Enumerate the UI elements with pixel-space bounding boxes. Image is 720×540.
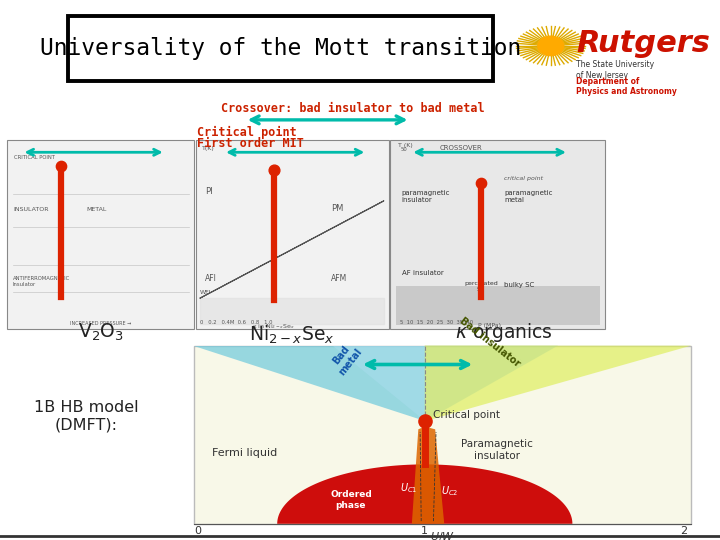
Polygon shape <box>194 346 425 421</box>
Bar <box>396 286 600 325</box>
Bar <box>194 346 691 524</box>
Text: P (MPa): P (MPa) <box>478 323 501 328</box>
Point <box>268 166 279 174</box>
Polygon shape <box>333 346 425 421</box>
Text: 0: 0 <box>194 525 202 536</box>
Text: paramagnetic
insulator: paramagnetic insulator <box>402 191 450 204</box>
Text: V$_2$O$_3$: V$_2$O$_3$ <box>78 321 124 343</box>
Text: CROSSOVER: CROSSOVER <box>439 145 482 151</box>
Text: AF insulator: AF insulator <box>402 271 444 276</box>
Point <box>419 417 431 426</box>
Bar <box>196 140 389 329</box>
Text: 1: 1 <box>421 525 428 536</box>
Text: 0   0.2   0.4M  0.6   0.8   1.0: 0 0.2 0.4M 0.6 0.8 1.0 <box>200 320 273 325</box>
Text: Ordered
phase: Ordered phase <box>330 490 372 510</box>
Text: Department of
Physics and Astronomy: Department of Physics and Astronomy <box>576 77 677 96</box>
Text: 1B HB model
(DMFT):: 1B HB model (DMFT): <box>34 400 139 432</box>
Polygon shape <box>198 464 688 524</box>
Text: 5  10  15  20  25  30  35  40: 5 10 15 20 25 30 35 40 <box>400 320 473 325</box>
Circle shape <box>538 36 564 56</box>
Text: Critical point: Critical point <box>433 410 500 421</box>
Text: $\kappa$ organics: $\kappa$ organics <box>455 321 553 343</box>
Text: CRITICAL POINT: CRITICAL POINT <box>14 155 55 160</box>
Text: Universality of the Mott transition: Universality of the Mott transition <box>40 37 521 60</box>
Bar <box>390 140 605 329</box>
Text: Rutgers: Rutgers <box>576 29 710 58</box>
Text: Bad
metal: Bad metal <box>328 339 364 377</box>
Text: WFI: WFI <box>200 291 212 295</box>
Text: Paramagnetic
insulator: Paramagnetic insulator <box>461 440 533 461</box>
Point <box>475 178 487 187</box>
Text: $U_{C2}$: $U_{C2}$ <box>441 484 459 498</box>
Polygon shape <box>425 346 558 421</box>
Text: AFI: AFI <box>205 274 217 283</box>
Text: critical point: critical point <box>504 176 543 181</box>
Text: ANTIFERROMAGNETIC
Insulator: ANTIFERROMAGNETIC Insulator <box>13 276 71 287</box>
Text: 2: 2 <box>680 525 688 536</box>
FancyBboxPatch shape <box>68 16 493 81</box>
Text: INSULATOR: INSULATOR <box>13 207 48 212</box>
Polygon shape <box>412 427 444 524</box>
Text: 50: 50 <box>400 147 407 152</box>
Point <box>55 162 67 171</box>
Text: INCREASED PRESSURE →: INCREASED PRESSURE → <box>70 321 132 326</box>
Text: Ni$_{2-x}$Se$_x$: Ni$_{2-x}$Se$_x$ <box>249 323 336 346</box>
Text: paramagnetic
metal: paramagnetic metal <box>504 191 552 204</box>
Text: Crossover: bad insulator to bad metal: Crossover: bad insulator to bad metal <box>221 102 485 114</box>
Text: x in Ni$_{2-x}$Se$_x$: x in Ni$_{2-x}$Se$_x$ <box>252 322 295 330</box>
Text: Fermi liquid: Fermi liquid <box>212 448 277 458</box>
Text: METAL: METAL <box>86 207 107 212</box>
Text: bulky SC: bulky SC <box>504 282 534 288</box>
Text: First order MIT: First order MIT <box>197 137 304 150</box>
Text: AFM: AFM <box>331 274 348 283</box>
Text: percolated
SC: percolated SC <box>464 281 498 292</box>
Text: Bad insulator: Bad insulator <box>457 316 522 369</box>
Polygon shape <box>425 346 691 421</box>
Text: PI: PI <box>205 187 213 197</box>
Text: $U_{C1}$: $U_{C1}$ <box>400 481 418 495</box>
Text: $U/W$: $U/W$ <box>430 530 456 540</box>
Text: PM: PM <box>331 204 343 213</box>
Text: T (K): T (K) <box>398 143 413 148</box>
Text: Critical point: Critical point <box>197 126 297 139</box>
Bar <box>7 140 194 329</box>
Text: The State University
of New Jersey: The State University of New Jersey <box>576 60 654 80</box>
Text: T(K): T(K) <box>202 146 215 151</box>
